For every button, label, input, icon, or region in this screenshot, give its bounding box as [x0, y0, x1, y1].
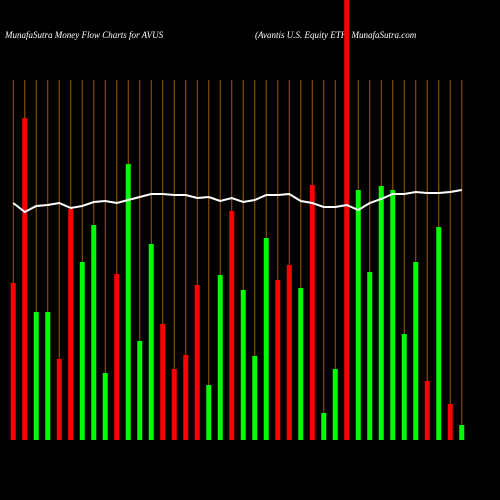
bar [263, 238, 269, 440]
bar [286, 265, 292, 440]
bar [344, 0, 350, 440]
bar [148, 244, 154, 440]
chart-subtitle: (Avantis U.S. Equity ETF) MunafaSutra.co… [255, 30, 417, 40]
bar [171, 369, 177, 440]
bar [10, 283, 16, 440]
bar [413, 262, 419, 440]
bar [367, 272, 373, 440]
bar [206, 385, 212, 440]
bar [114, 274, 120, 440]
bar [240, 290, 246, 440]
bar [217, 275, 223, 440]
bar [401, 334, 407, 440]
bar [378, 186, 384, 440]
bar [137, 341, 143, 440]
bar [275, 280, 281, 440]
bar [160, 324, 166, 440]
bar [390, 190, 396, 440]
bar [102, 373, 108, 440]
bar [194, 285, 200, 440]
bar [91, 225, 97, 440]
bar [56, 359, 62, 440]
money-flow-line [12, 189, 462, 214]
bar [183, 355, 189, 440]
bar [33, 312, 39, 440]
bar [68, 209, 74, 440]
bar [22, 118, 28, 440]
bar [321, 413, 327, 440]
bar [424, 381, 430, 440]
bar [229, 211, 235, 440]
bar [79, 262, 85, 440]
bar [436, 227, 442, 440]
bar [45, 312, 51, 440]
bar [252, 356, 258, 440]
bar [447, 404, 453, 440]
bar [355, 190, 361, 440]
chart-title: MunafaSutra Money Flow Charts for AVUS [4, 30, 164, 40]
bar [332, 369, 338, 440]
bar [309, 185, 315, 440]
bar [298, 288, 304, 440]
bar [459, 425, 465, 440]
bar [125, 164, 131, 440]
